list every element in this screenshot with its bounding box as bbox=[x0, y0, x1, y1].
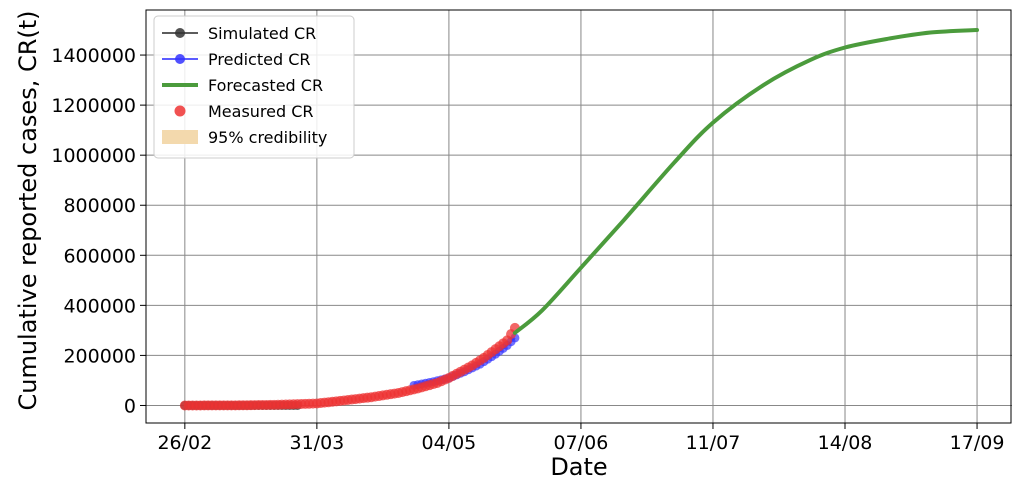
x-axis: 26/02 31/03 04/05 07/06 11/07 14/08 17/09 bbox=[157, 423, 1004, 454]
x-tick-label: 26/02 bbox=[157, 432, 212, 454]
legend-label: 95% credibility bbox=[208, 128, 327, 147]
x-tick-label: 11/07 bbox=[686, 432, 741, 454]
y-tick-label: 1400000 bbox=[51, 45, 136, 67]
legend-box bbox=[153, 15, 355, 159]
x-tick-label: 31/03 bbox=[289, 432, 344, 454]
y-tick-label: 1000000 bbox=[51, 145, 136, 167]
legend-swatch-patch bbox=[162, 130, 198, 144]
x-tick-label: 07/06 bbox=[554, 432, 609, 454]
legend-label: Measured CR bbox=[208, 102, 314, 121]
y-tick-label: 1200000 bbox=[51, 95, 136, 117]
plot-frame bbox=[145, 9, 1012, 424]
y-tick-label: 400000 bbox=[63, 295, 136, 317]
x-tick-label: 14/08 bbox=[818, 432, 873, 454]
legend: Simulated CR Predicted CR Forecasted CR Mea… bbox=[153, 15, 355, 159]
y-tick-label: 200000 bbox=[63, 345, 136, 367]
x-axis-label: Date bbox=[550, 453, 607, 481]
legend-swatch-marker bbox=[174, 105, 186, 117]
x-tick-label: 17/09 bbox=[950, 432, 1005, 454]
y-tick-label: 600000 bbox=[63, 245, 136, 267]
legend-swatch-marker bbox=[175, 54, 185, 64]
x-tick-label: 04/05 bbox=[422, 432, 477, 454]
y-tick-label: 0 bbox=[124, 395, 136, 417]
grid bbox=[146, 10, 1012, 423]
legend-label: Simulated CR bbox=[208, 24, 316, 43]
series-layer bbox=[179, 28, 979, 411]
y-axis: 0 200000 400000 600000 800000 1000000 1200000 1… bbox=[51, 45, 146, 417]
y-axis-label: Cumulative reported cases, CR(t) bbox=[14, 10, 42, 410]
forecasted-cr-line bbox=[512, 28, 979, 335]
legend-swatch-marker bbox=[175, 28, 185, 38]
legend-label: Forecasted CR bbox=[208, 76, 323, 95]
y-tick-label: 800000 bbox=[63, 195, 136, 217]
legend-label: Predicted CR bbox=[208, 50, 310, 69]
